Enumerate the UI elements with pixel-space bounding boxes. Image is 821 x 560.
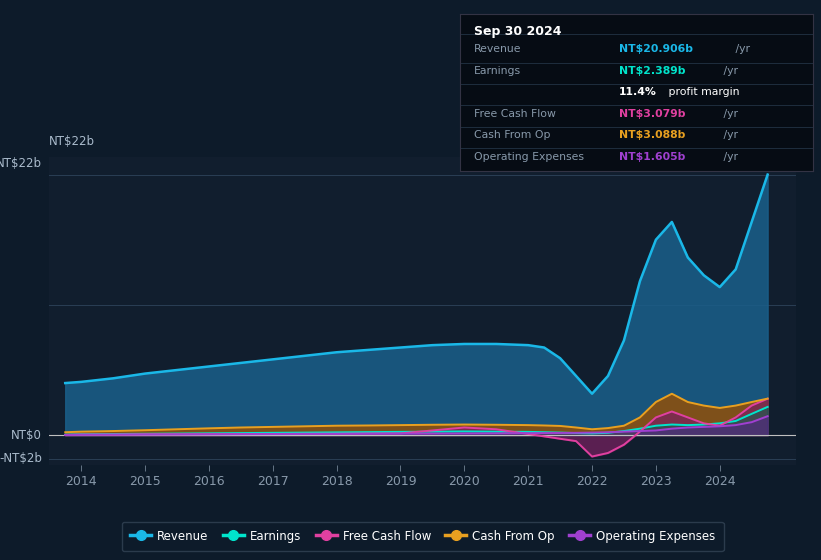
Text: NT$20.906b: NT$20.906b xyxy=(619,44,693,54)
Text: Sep 30 2024: Sep 30 2024 xyxy=(474,25,562,38)
Text: /yr: /yr xyxy=(720,109,738,119)
Legend: Revenue, Earnings, Free Cash Flow, Cash From Op, Operating Expenses: Revenue, Earnings, Free Cash Flow, Cash … xyxy=(122,522,724,551)
Text: profit margin: profit margin xyxy=(664,87,739,97)
Text: NT$3.088b: NT$3.088b xyxy=(619,130,685,140)
Text: Free Cash Flow: Free Cash Flow xyxy=(474,109,556,119)
Text: 11.4%: 11.4% xyxy=(619,87,657,97)
Text: NT$22b: NT$22b xyxy=(0,157,42,170)
Text: Cash From Op: Cash From Op xyxy=(474,130,550,140)
Text: Earnings: Earnings xyxy=(474,66,521,76)
Text: /yr: /yr xyxy=(720,152,738,161)
Text: NT$2.389b: NT$2.389b xyxy=(619,66,685,76)
Text: -NT$2b: -NT$2b xyxy=(0,452,42,465)
Text: NT$0: NT$0 xyxy=(11,429,42,442)
Text: NT$1.605b: NT$1.605b xyxy=(619,152,685,161)
Text: /yr: /yr xyxy=(720,130,738,140)
Text: /yr: /yr xyxy=(720,66,738,76)
Text: NT$22b: NT$22b xyxy=(49,136,95,148)
Text: /yr: /yr xyxy=(732,44,750,54)
Text: Operating Expenses: Operating Expenses xyxy=(474,152,584,161)
Text: Revenue: Revenue xyxy=(474,44,521,54)
Text: NT$3.079b: NT$3.079b xyxy=(619,109,685,119)
